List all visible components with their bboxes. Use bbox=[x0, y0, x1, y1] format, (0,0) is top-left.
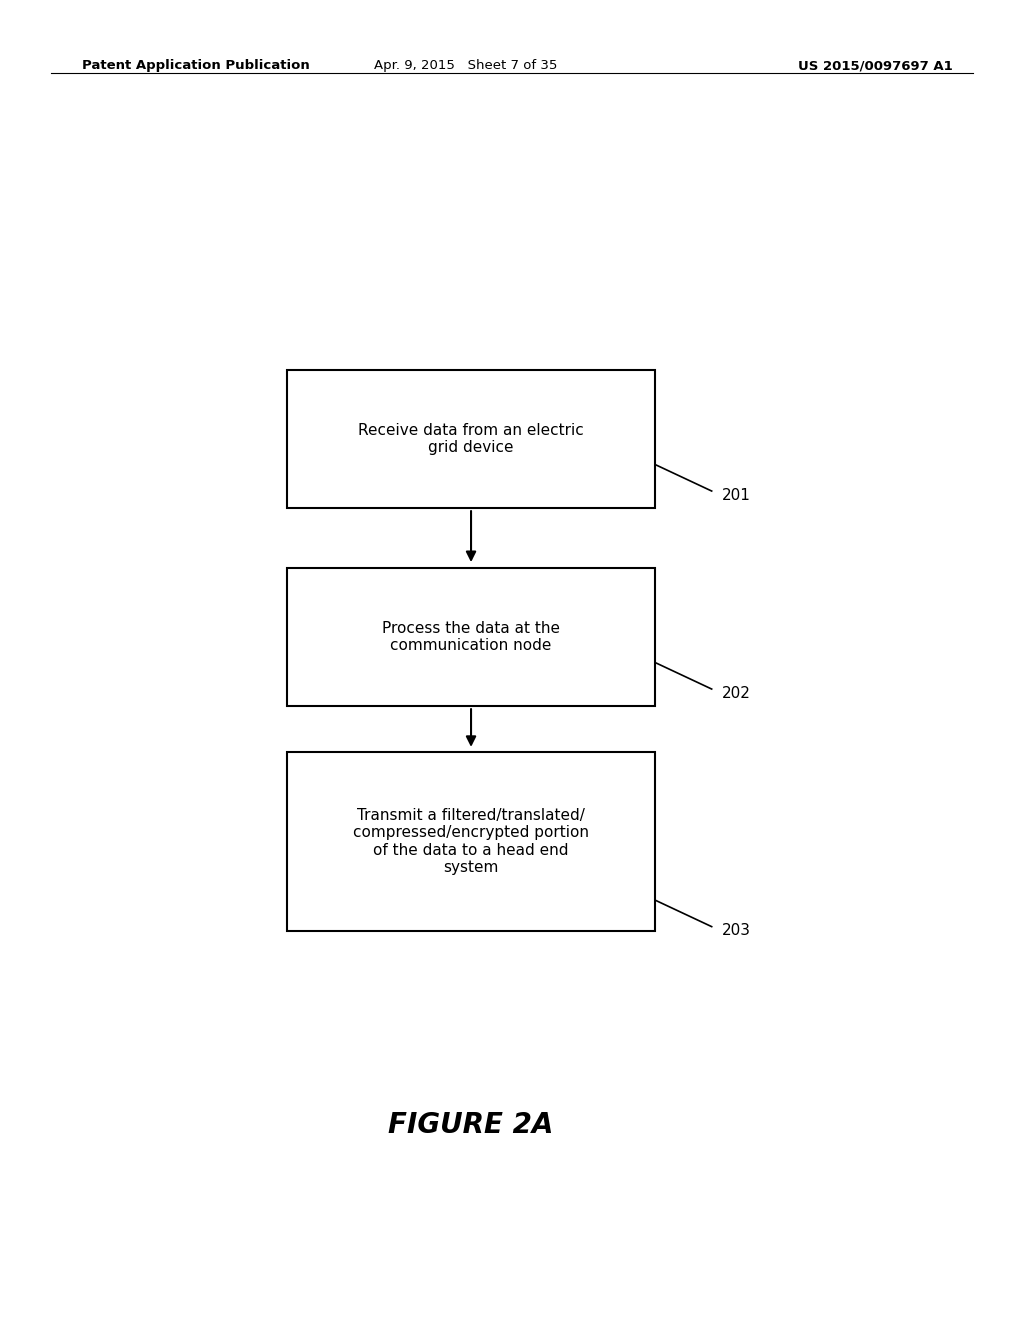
Text: Transmit a filtered/translated/
compressed/encrypted portion
of the data to a he: Transmit a filtered/translated/ compress… bbox=[353, 808, 589, 875]
Text: Apr. 9, 2015   Sheet 7 of 35: Apr. 9, 2015 Sheet 7 of 35 bbox=[374, 59, 558, 73]
Text: 202: 202 bbox=[722, 685, 751, 701]
FancyBboxPatch shape bbox=[287, 370, 655, 508]
Text: 201: 201 bbox=[722, 487, 751, 503]
FancyBboxPatch shape bbox=[287, 752, 655, 931]
Text: Receive data from an electric
grid device: Receive data from an electric grid devic… bbox=[358, 422, 584, 455]
Text: Patent Application Publication: Patent Application Publication bbox=[82, 59, 309, 73]
FancyBboxPatch shape bbox=[287, 568, 655, 706]
Text: US 2015/0097697 A1: US 2015/0097697 A1 bbox=[798, 59, 952, 73]
Text: FIGURE 2A: FIGURE 2A bbox=[388, 1110, 554, 1139]
Text: Process the data at the
communication node: Process the data at the communication no… bbox=[382, 620, 560, 653]
Text: 203: 203 bbox=[722, 923, 751, 939]
